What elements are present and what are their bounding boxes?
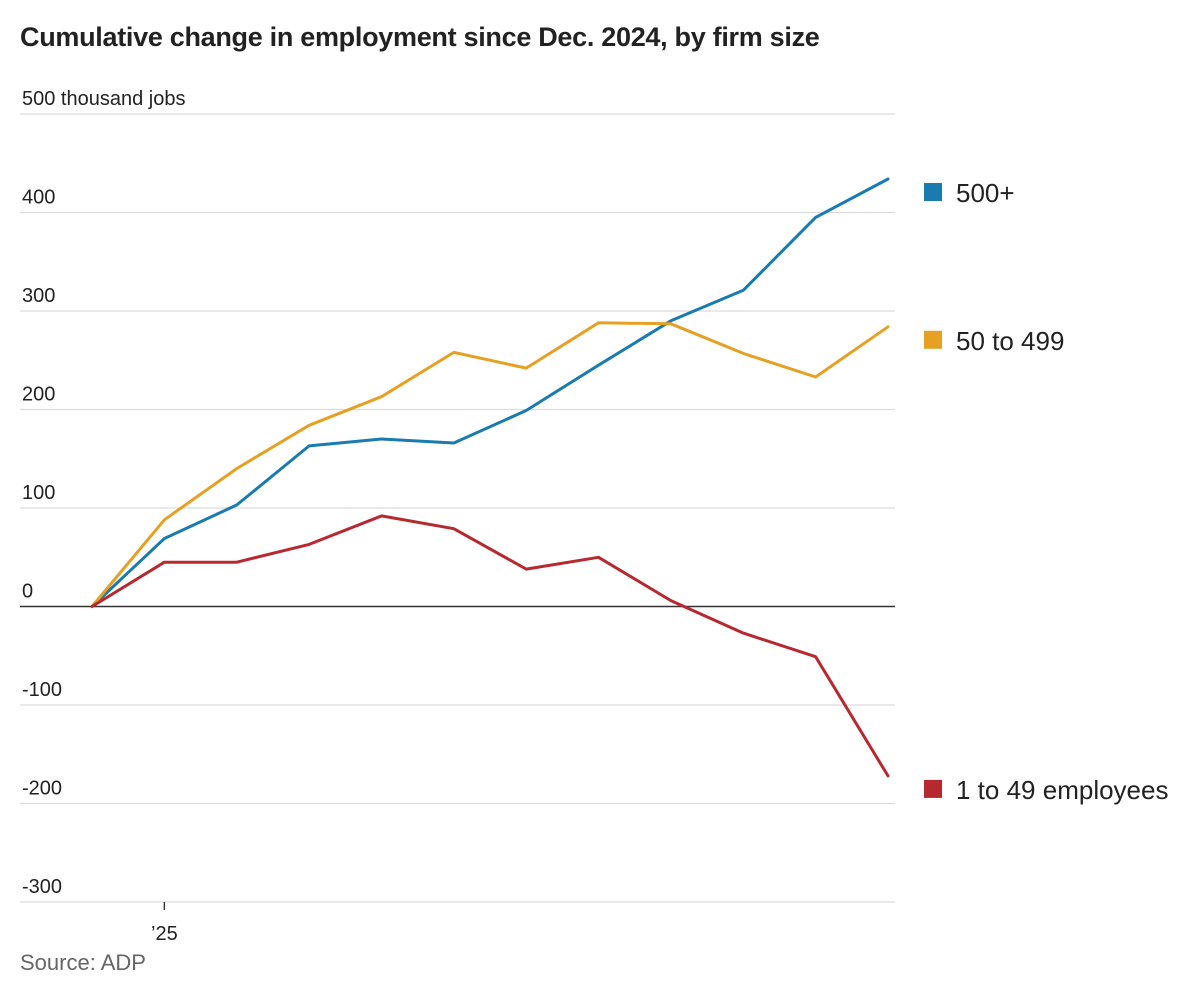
legend-label: 500+ <box>956 178 1015 208</box>
legend-label: 1 to 49 employees <box>956 775 1168 805</box>
y-tick-label: 100 <box>22 482 55 504</box>
y-tick-label: 200 <box>22 384 55 406</box>
y-tick-label: 300 <box>22 285 55 307</box>
y-tick-label: 0 <box>22 581 33 603</box>
y-tick-label: 400 <box>22 187 55 209</box>
source-note: Source: ADP <box>20 950 146 975</box>
legend-swatch <box>924 330 942 349</box>
legend-label: 50 to 499 <box>956 326 1064 356</box>
y-axis-ticks: 500 thousand jobs 400 300 200 100 0 -100 -200 -3… <box>22 88 185 898</box>
y-tick-label: -200 <box>22 778 62 800</box>
y-tick-label: -300 <box>22 876 62 898</box>
legend-swatch <box>924 183 942 202</box>
x-axis-ticks: ’25 <box>151 902 178 945</box>
x-tick-label: ’25 <box>151 923 178 945</box>
legend: 500+ 50 to 499 1 to 49 employees <box>924 178 1168 805</box>
y-tick-label: 500 thousand jobs <box>22 88 185 110</box>
gridlines <box>20 113 895 903</box>
legend-swatch <box>924 779 942 798</box>
series-lines <box>90 177 890 778</box>
series-line-0 <box>90 177 890 608</box>
series-line-1 <box>90 321 890 608</box>
chart-title: Cumulative change in employment since De… <box>20 22 820 52</box>
y-tick-label: -100 <box>22 679 62 701</box>
series-line-2 <box>90 514 890 778</box>
